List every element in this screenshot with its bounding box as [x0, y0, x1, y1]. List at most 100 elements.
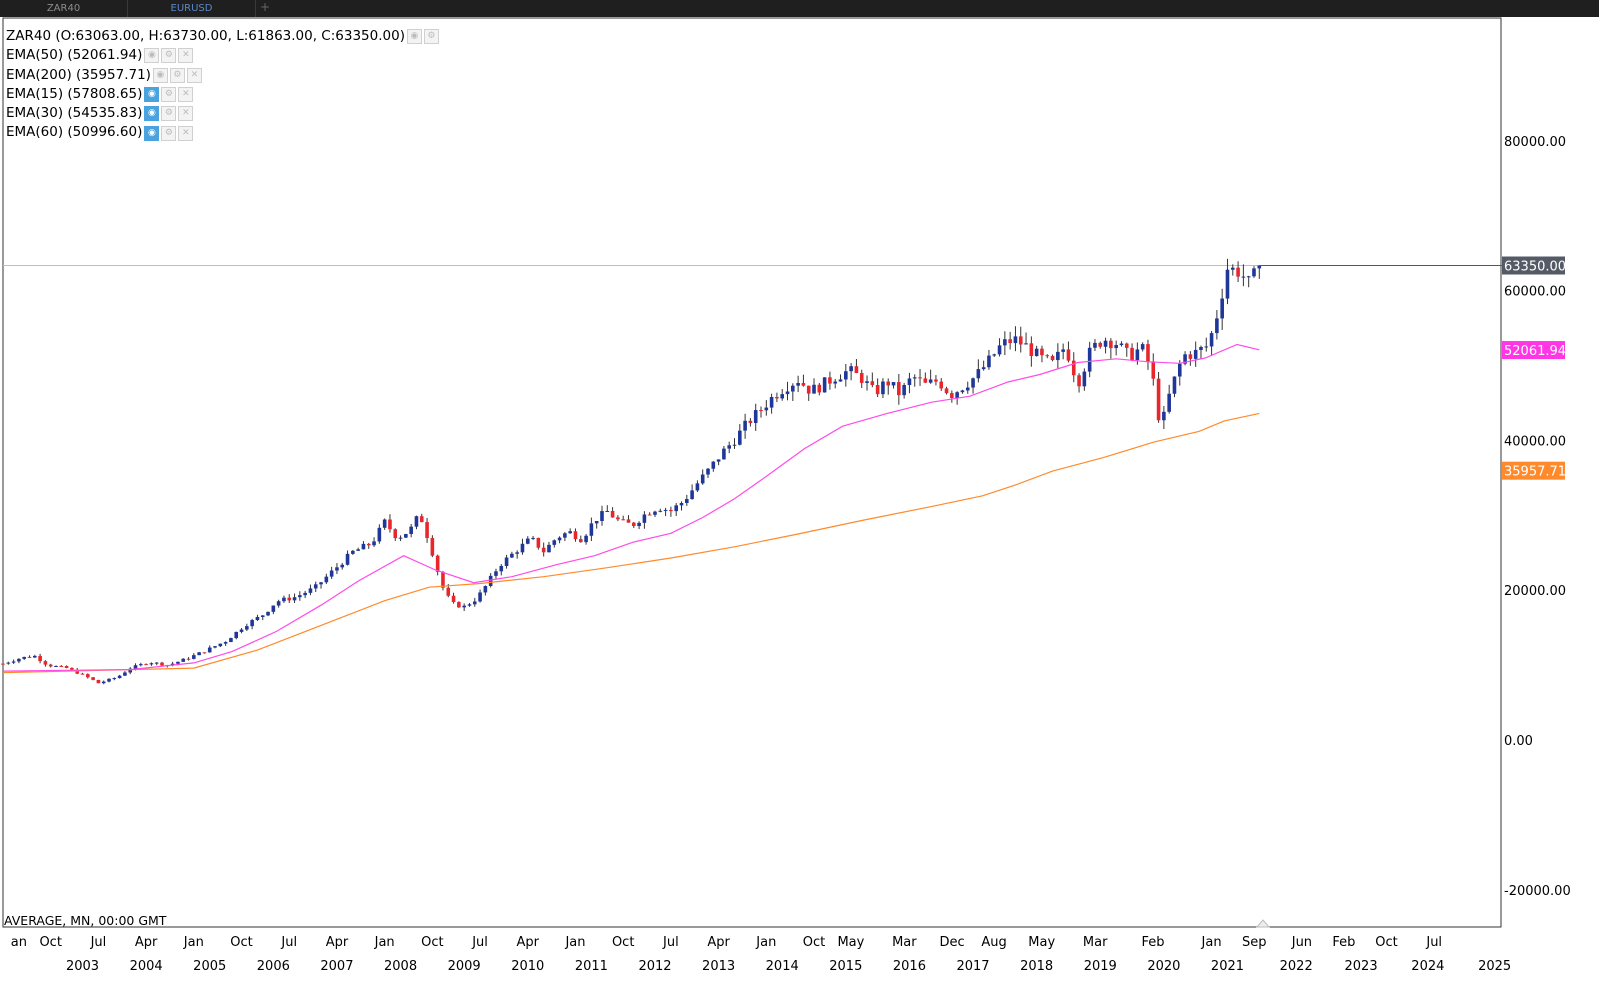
tab-zar40[interactable]: ZAR40: [0, 0, 128, 17]
candle-body: [483, 585, 488, 593]
candle-body: [1215, 318, 1219, 334]
candle-body: [706, 468, 710, 475]
close-icon[interactable]: ✕: [186, 67, 202, 83]
eye-icon[interactable]: ◉: [144, 106, 160, 122]
price-chart[interactable]: 80000.00 60000.00 40000.00 20000.00 0.00 -200…: [0, 17, 1599, 993]
x-tick-label: Jan: [183, 935, 204, 950]
x-year-label: 2024: [1411, 959, 1444, 974]
candle-body: [642, 514, 647, 523]
eye-icon[interactable]: ◉: [152, 67, 168, 83]
x-tick-label: Jan: [755, 935, 776, 950]
candle-body: [997, 345, 1002, 355]
candle-body: [865, 381, 869, 383]
candle-body: [578, 539, 583, 543]
candle-body: [1146, 344, 1150, 362]
gear-icon[interactable]: ⚙: [161, 87, 177, 103]
candle-body: [446, 587, 451, 596]
candle-body: [700, 474, 705, 484]
candle-body: [1252, 268, 1256, 277]
candle-body: [176, 661, 180, 664]
close-icon[interactable]: ✕: [178, 125, 194, 141]
eye-icon[interactable]: ◉: [406, 29, 422, 45]
eye-icon[interactable]: ◉: [144, 48, 160, 64]
candle-body: [743, 420, 747, 431]
x-year-label: 2017: [956, 959, 989, 974]
candle-body: [1257, 265, 1262, 269]
candle-body: [886, 381, 891, 386]
candle-body: [324, 576, 329, 583]
last-price-badge-bg: [1502, 256, 1565, 275]
candle-body: [430, 538, 435, 556]
close-icon[interactable]: ✕: [178, 87, 194, 103]
candle-body: [1225, 269, 1230, 299]
candle-body: [398, 537, 403, 539]
eye-icon[interactable]: ◉: [144, 125, 160, 141]
x-tick-label: Oct: [612, 935, 634, 950]
candle-body: [1151, 361, 1156, 379]
candle-body: [838, 379, 843, 382]
candle-body: [478, 592, 482, 602]
candle-body: [600, 511, 604, 522]
candle-body: [928, 379, 933, 383]
x-year-label: 2004: [130, 959, 163, 974]
gear-icon[interactable]: ⚙: [161, 106, 177, 122]
candle-body: [27, 656, 32, 658]
candle-body: [472, 601, 477, 605]
gear-icon[interactable]: ⚙: [423, 29, 439, 45]
candle-body: [75, 669, 80, 674]
candle-body: [245, 626, 249, 630]
candle-body: [1024, 343, 1028, 345]
candle-body: [1220, 298, 1224, 319]
tab-eurusd[interactable]: EURUSD: [128, 0, 256, 17]
candle-body: [441, 571, 445, 588]
candle-body: [727, 445, 732, 449]
candle-body: [891, 382, 896, 386]
candle-body: [1209, 333, 1214, 347]
candle-body: [785, 391, 790, 395]
candle-body: [637, 522, 641, 527]
scroll-marker-icon[interactable]: [1255, 919, 1271, 928]
gear-icon[interactable]: ⚙: [161, 125, 177, 141]
x-tick-label: Mar: [1083, 935, 1108, 950]
candle-body: [1230, 267, 1235, 270]
gear-icon[interactable]: ⚙: [169, 67, 185, 83]
candle-body: [685, 499, 689, 503]
candle-body: [1241, 276, 1246, 278]
candle-body: [192, 655, 196, 659]
x-tick-label: Jul: [471, 935, 488, 950]
candle-body: [557, 537, 562, 541]
candle-body: [43, 661, 48, 665]
eye-icon[interactable]: ◉: [144, 87, 160, 103]
candle-body: [234, 631, 239, 639]
close-icon[interactable]: ✕: [178, 48, 194, 64]
candle-body: [1093, 342, 1097, 348]
candle-body: [923, 378, 928, 383]
x-tick-label: Apr: [135, 935, 158, 950]
candle-body: [912, 377, 917, 379]
candle-body: [965, 387, 970, 391]
candle-body: [568, 531, 572, 534]
candle-body: [382, 519, 387, 528]
candle-body: [1109, 340, 1113, 349]
gear-icon[interactable]: ⚙: [161, 48, 177, 64]
candle-body: [1013, 336, 1018, 344]
close-icon[interactable]: ✕: [178, 106, 194, 122]
candle-body: [796, 383, 800, 386]
x-year-label: 2013: [702, 959, 735, 974]
add-tab-icon[interactable]: +: [260, 0, 271, 14]
x-year-label: 2006: [257, 959, 290, 974]
candle-body: [764, 407, 769, 411]
ema50-line: [2, 343, 1260, 672]
candle-body: [1135, 349, 1140, 361]
chart-area[interactable]: 80000.00 60000.00 40000.00 20000.00 0.00 -200…: [0, 17, 1599, 993]
candle-body: [38, 655, 42, 662]
candle-body: [128, 668, 133, 673]
candle-body: [303, 592, 307, 596]
candle-body: [48, 664, 53, 667]
candle-body: [372, 541, 376, 546]
candle-body: [1003, 339, 1007, 346]
candle-body: [1162, 411, 1166, 421]
candle-body: [1156, 378, 1161, 421]
candle-body: [716, 459, 721, 462]
chart-legend: ZAR40 (O:63063.00, H:63730.00, L:61863.0…: [6, 27, 439, 143]
